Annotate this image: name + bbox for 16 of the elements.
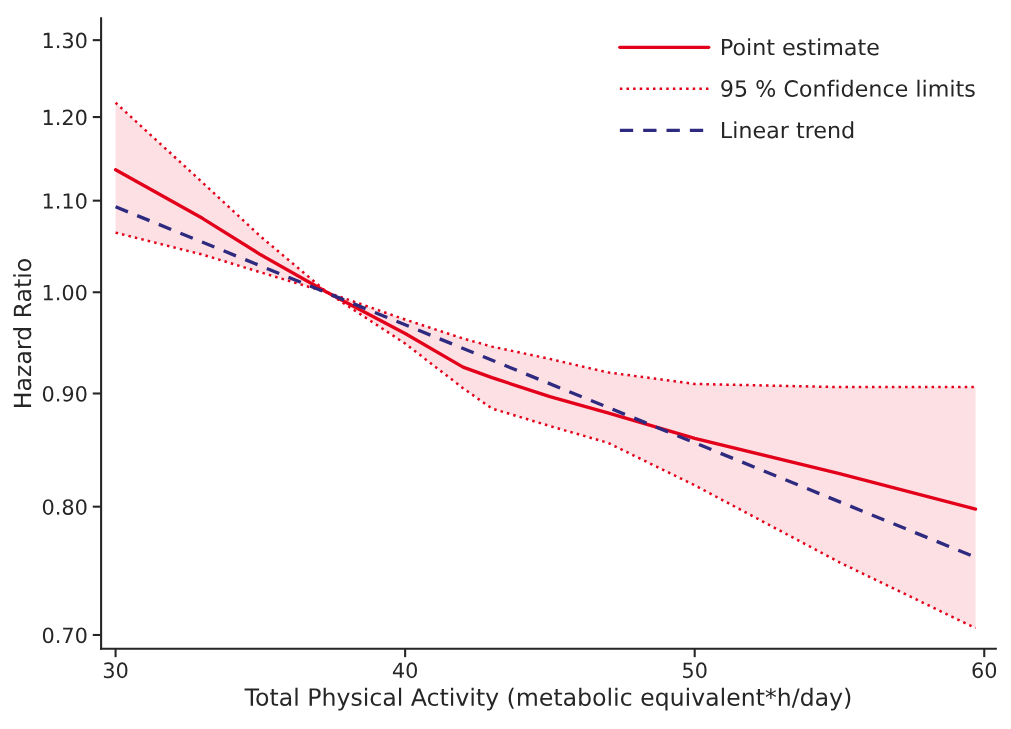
y-tick-label: 0.90 xyxy=(42,385,87,402)
x-axis-title: Total Physical Activity (metabolic equivalent*h/day) xyxy=(244,687,851,711)
y-tick-label: 1.30 xyxy=(43,32,87,49)
y-tick-label: 1.20 xyxy=(43,109,87,126)
x-tick-label: 40 xyxy=(392,662,418,679)
y-tick-label: 0.80 xyxy=(42,499,87,515)
x-tick-label: 60 xyxy=(972,662,997,679)
legend-label: Point estimate xyxy=(722,38,879,56)
legend-label: 95 % Confidence limits xyxy=(721,79,975,97)
x-tick-label: 50 xyxy=(683,662,707,679)
y-tick-label: 0.70 xyxy=(42,627,87,644)
y-tick-label: 1.00 xyxy=(43,284,87,301)
x-tick-label: 30 xyxy=(103,662,128,679)
y-tick-label: 1.10 xyxy=(43,193,87,209)
y-axis-title: Hazard Ratio xyxy=(13,259,32,407)
legend-label: Linear trend xyxy=(722,121,854,139)
